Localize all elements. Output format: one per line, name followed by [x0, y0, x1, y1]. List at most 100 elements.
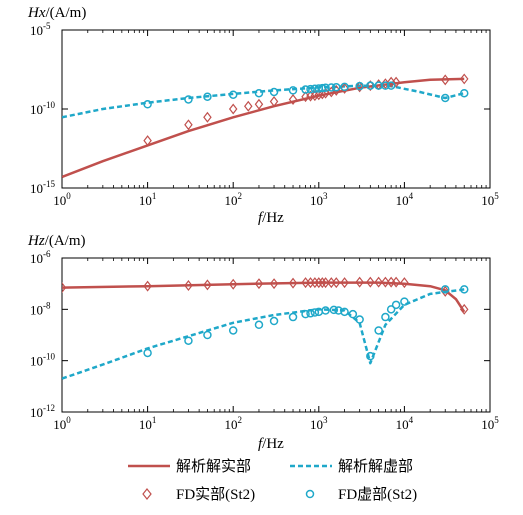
series-group: [62, 276, 469, 380]
fd-imag-point: [203, 92, 212, 101]
x-tick-label: 103: [310, 191, 328, 208]
x-tick-label: 104: [396, 415, 414, 432]
fd-imag-point: [321, 306, 330, 315]
fd-imag-point: [355, 81, 364, 91]
analytic-imag-line: [62, 288, 465, 380]
x-tick-label: 102: [224, 191, 242, 208]
fd-real-point: [381, 276, 390, 288]
fd-imag-point: [269, 87, 279, 97]
fd-imag-point: [366, 81, 375, 90]
fd-imag-point: [269, 316, 279, 326]
fd-real-point: [288, 94, 298, 105]
fd-real-point: [459, 303, 469, 315]
fd-real-point: [355, 81, 364, 93]
panel-hx: Hx/(A/m) f/Hz 100 101 102 103 104 105 10-15 10-…: [27, 5, 499, 226]
fd-imag-point: [381, 81, 390, 90]
fd-real-point: [269, 278, 279, 290]
fd-imag-point: [340, 82, 349, 92]
legend-label-analytic-imag: 解析解虚部: [338, 458, 413, 475]
fd-real-point: [366, 276, 375, 288]
analytic-imag-line: [62, 84, 465, 119]
legend-label-fd-real: FD实部(St2): [176, 486, 255, 503]
fd-imag-point: [203, 330, 212, 340]
x-tick-label: 103: [310, 415, 328, 432]
fd-imag-point: [254, 320, 264, 330]
y-tick-label: 10-8: [30, 300, 51, 317]
fd-real-point: [340, 277, 349, 289]
fd-real-point: [244, 100, 253, 112]
x-tick-label: 100: [53, 191, 71, 208]
fd-imag-point: [381, 312, 390, 322]
fd-imag-point: [310, 308, 320, 317]
fd-real-point: [62, 282, 67, 294]
fd-real-point: [391, 276, 401, 288]
fd-imag-point: [459, 285, 469, 294]
fd-real-point: [340, 82, 349, 94]
fd-imag-point: [327, 83, 336, 92]
fd-imag-point: [321, 83, 330, 93]
fd-real-point: [314, 89, 324, 101]
fd-imag-point: [340, 307, 349, 317]
hz-ylabel: Hz/(A/m): [27, 233, 86, 249]
panel-hz: Hz/(A/m) f/Hz 100 101 102 103 104 105 10-12 10-…: [27, 233, 499, 452]
y-tick-label: 10-10: [30, 352, 55, 369]
hz-xlabel: f/Hz: [258, 436, 284, 452]
fd-imag-point: [306, 84, 315, 94]
y-tick-label: 10-5: [30, 21, 51, 38]
fd-real-point: [400, 277, 409, 289]
fd-real-point: [143, 135, 152, 147]
fd-real-point: [143, 280, 152, 292]
fd-imag-point: [228, 90, 238, 99]
fd-real-point: [366, 80, 375, 92]
fd-imag-point: [459, 88, 469, 98]
legend: 解析解实部 解析解虚部 FD实部(St2) FD虚部(St2): [128, 458, 417, 503]
legend-label-analytic-real: 解析解实部: [176, 458, 251, 475]
fd-real-point: [459, 73, 469, 85]
fd-real-point: [254, 98, 264, 110]
fd-real-point: [314, 277, 324, 289]
y-tick-label: 10-15: [30, 179, 55, 196]
fd-imag-point: [329, 305, 339, 315]
y-tick-label: 10-10: [30, 100, 55, 117]
fd-real-point: [318, 277, 327, 289]
hx-ylabel: Hx/(A/m): [27, 5, 86, 21]
fd-imag-point: [288, 312, 298, 322]
fd-real-point: [321, 277, 330, 289]
fd-real-point: [184, 280, 193, 291]
fd-real-point: [332, 277, 341, 289]
y-tick-label: 10-6: [30, 249, 51, 266]
fd-imag-point: [400, 297, 409, 306]
legend-swatch-fd-real: [142, 488, 152, 500]
x-tick-label: 100: [53, 415, 71, 432]
x-tick-label: 101: [139, 191, 157, 208]
fd-imag-point: [366, 351, 375, 361]
plot-frame: [61, 257, 491, 413]
fd-real-point: [440, 285, 450, 297]
plot-frame: [61, 29, 491, 189]
x-tick-label: 104: [396, 191, 414, 208]
y-tick-label: 10-12: [30, 403, 55, 420]
fd-real-point: [355, 276, 364, 288]
fd-imag-point: [288, 86, 298, 95]
fd-real-point: [254, 278, 264, 290]
fd-real-point: [228, 103, 238, 115]
fd-real-point: [203, 111, 212, 123]
fd-imag-point: [355, 315, 364, 324]
fd-real-point: [203, 279, 212, 291]
x-tick-label: 102: [224, 415, 242, 432]
fd-real-point: [288, 277, 298, 289]
fd-imag-point: [143, 99, 152, 109]
series-group: [62, 73, 469, 179]
fd-imag-point: [301, 309, 310, 319]
fd-imag-point: [228, 326, 238, 335]
legend-label-fd-imag: FD虚部(St2): [338, 486, 417, 503]
fd-imag-point: [143, 348, 152, 358]
fd-real-point: [374, 276, 383, 288]
x-tick-label: 105: [481, 191, 499, 208]
fd-imag-point: [348, 309, 358, 319]
fd-imag-point: [301, 85, 310, 94]
fd-real-point: [228, 278, 238, 290]
fd-real-point: [269, 95, 279, 107]
fd-imag-point: [332, 82, 341, 92]
